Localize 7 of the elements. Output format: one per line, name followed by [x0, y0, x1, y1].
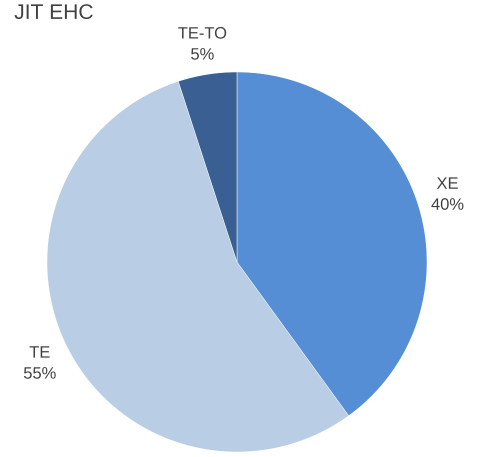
slice-label: TE-TO	[178, 27, 226, 39]
data-label: 5%	[191, 48, 214, 60]
data-label: 55%	[24, 367, 56, 379]
slice-label: XE	[436, 177, 458, 189]
slice-label: TE	[30, 346, 50, 358]
chart-title: JIT EHC	[14, 4, 93, 20]
data-label: 40%	[431, 198, 464, 210]
